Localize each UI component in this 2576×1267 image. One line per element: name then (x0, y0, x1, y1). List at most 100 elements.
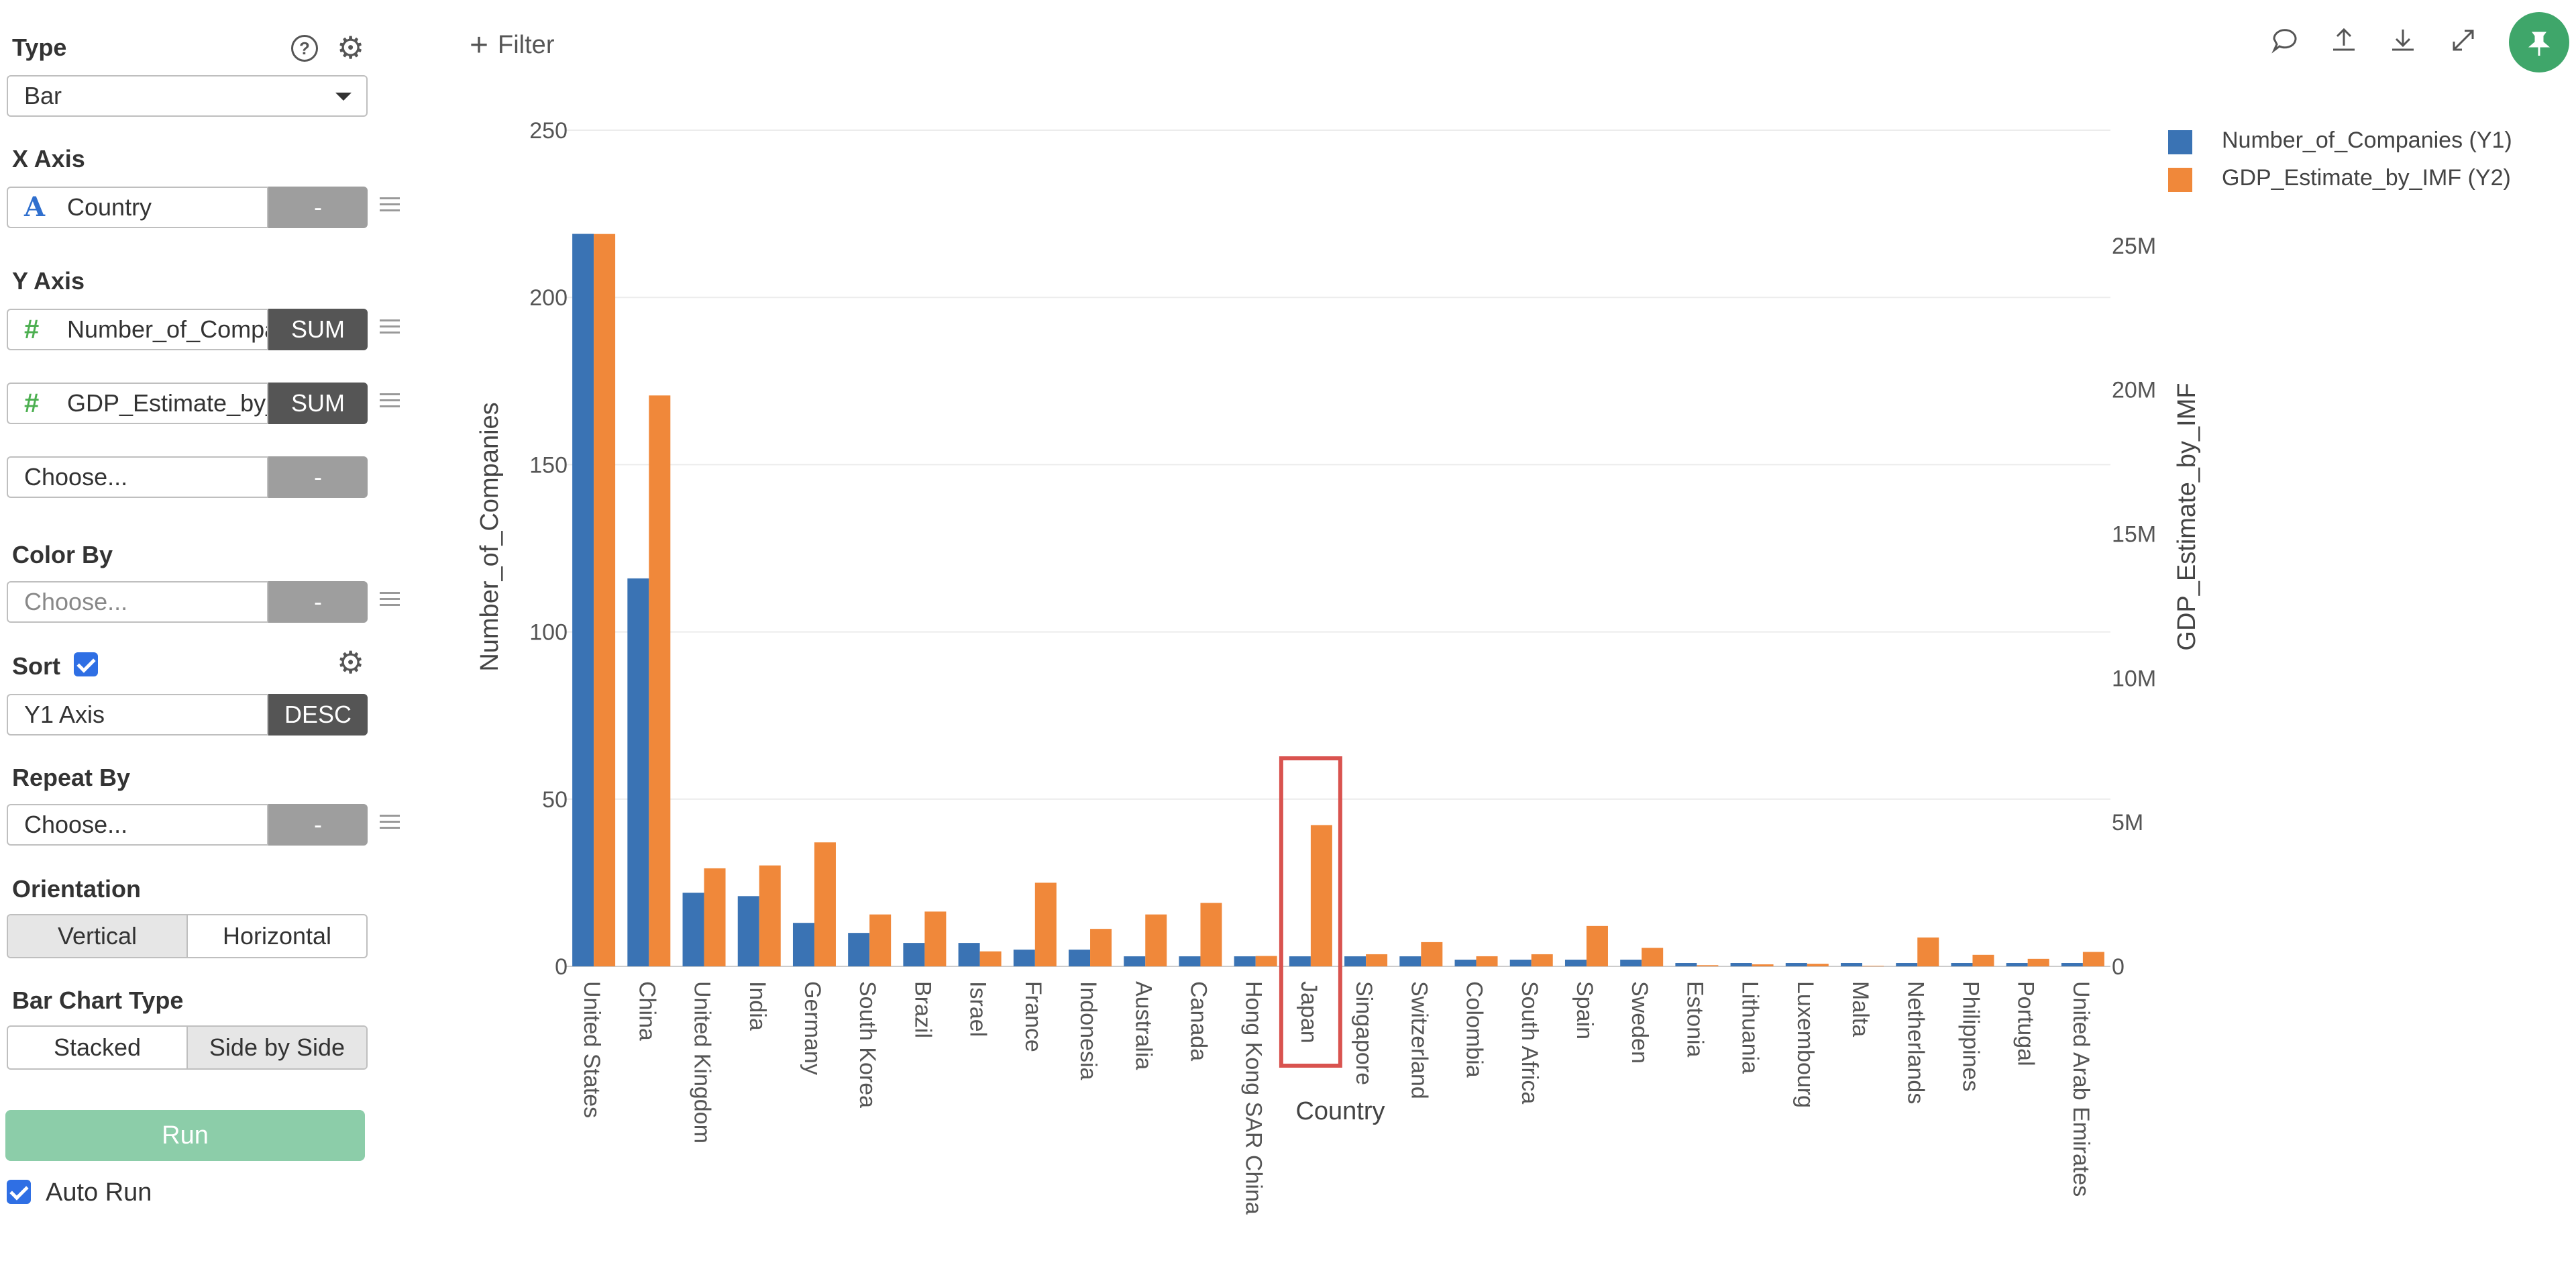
chart-type-select[interactable]: Bar (7, 75, 368, 117)
bar-y1 (1841, 963, 1863, 966)
orientation-horizontal-option[interactable]: Horizontal (186, 915, 366, 957)
orientation-vertical-option[interactable]: Vertical (8, 915, 186, 957)
bar-y2 (1917, 937, 1939, 966)
x-tick-label: Israel (965, 981, 991, 1037)
y1-axis-title: Number_of_Companies (476, 402, 504, 671)
bar-y1 (958, 943, 980, 966)
bar-y1 (1234, 956, 1256, 966)
x-tick-label: Estonia (1682, 981, 1707, 1057)
bar-y1 (1344, 956, 1366, 966)
bar-y1 (1675, 963, 1697, 966)
bar-y2 (1642, 948, 1664, 966)
repeat-by-agg-button[interactable]: - (268, 804, 368, 846)
y3-field-placeholder: Choose... (24, 463, 128, 491)
drag-handle-icon[interactable] (380, 193, 400, 215)
bar-y1 (1399, 956, 1421, 966)
repeat-by-label: Repeat By (12, 764, 131, 791)
bar-y2 (759, 865, 781, 966)
legend-label-y1: Number_of_Companies (Y1) (2222, 128, 2512, 153)
drag-handle-icon[interactable] (380, 389, 400, 411)
y2-tick-label: 20M (2112, 378, 2156, 403)
x-tick-label: Lithuania (1737, 981, 1763, 1074)
bar-y2 (1034, 882, 1057, 966)
sort-field[interactable]: Y1 Axis (7, 694, 268, 736)
y1-tick-label: 200 (529, 285, 568, 311)
bar-y1 (1069, 950, 1091, 966)
y2-agg-button[interactable]: SUM (268, 383, 368, 424)
bar-y1 (1896, 963, 1918, 966)
x-tick-label: Malta (1847, 981, 1873, 1037)
bar-type-stacked-option[interactable]: Stacked (53, 1033, 142, 1061)
y1-tick-label: 150 (529, 452, 568, 478)
x-tick-label: Colombia (1462, 981, 1487, 1078)
orientation-toggle: Vertical Horizontal (7, 914, 368, 958)
drag-handle-icon[interactable] (380, 588, 400, 610)
auto-run-label: Auto Run (46, 1178, 152, 1207)
bar-type-side-by-side-option[interactable]: Side by Side (186, 1027, 366, 1068)
bar-y1 (572, 234, 594, 966)
bar-y1 (848, 933, 870, 966)
bar-y2 (1807, 964, 1829, 966)
pin-icon[interactable] (2509, 12, 2569, 72)
y2-field[interactable]: # GDP_Estimate_by_ (7, 383, 268, 424)
x-tick-label: Spain (1572, 981, 1597, 1040)
color-by-agg-button[interactable]: - (268, 581, 368, 623)
bar-y2 (1531, 954, 1553, 966)
color-by-field[interactable]: Choose... (7, 581, 268, 623)
x-tick-label: Sweden (1627, 981, 1652, 1064)
x-tick-label: Indonesia (1075, 981, 1101, 1080)
legend-label-y2: GDP_Estimate_by_IMF (Y2) (2222, 165, 2511, 191)
y1-agg-button[interactable]: SUM (268, 309, 368, 350)
gear-icon[interactable]: ⚙ (337, 30, 365, 65)
drag-handle-icon[interactable] (380, 811, 400, 833)
upload-icon[interactable] (2329, 26, 2359, 55)
x-axis-agg-button[interactable]: - (268, 187, 368, 228)
auto-run-checkbox[interactable] (7, 1180, 31, 1204)
bar-y2 (1476, 956, 1498, 966)
run-button[interactable]: Run (5, 1110, 365, 1161)
x-tick-label: South Africa (1517, 981, 1542, 1104)
y2-tick-label: 10M (2112, 666, 2156, 691)
highlight-box (1279, 756, 1342, 1068)
text-type-icon: A (24, 191, 46, 223)
y2-axis: 0 5M 10M 15M 20M 25M (2112, 234, 2156, 980)
repeat-by-field[interactable]: Choose... (7, 804, 268, 846)
x-axis-field[interactable]: A Country (7, 187, 268, 228)
x-axis-tick-labels: United States China United Kingdom India Ger… (579, 981, 2094, 1215)
color-by-placeholder: Choose... (24, 588, 128, 615)
y2-tick-label: 25M (2112, 234, 2156, 259)
gear-icon[interactable]: ⚙ (337, 645, 365, 680)
bar-y1 (1620, 960, 1642, 966)
x-tick-label: China (634, 981, 659, 1041)
y2-tick-label: 15M (2112, 522, 2156, 548)
x-tick-label: United Arab Emirates (2068, 981, 2094, 1197)
x-tick-label: Japan (1296, 981, 1322, 1044)
y3-field[interactable]: Choose... (7, 456, 268, 498)
expand-icon[interactable] (2449, 26, 2478, 55)
y1-field-value: Number_of_Compa (67, 315, 268, 343)
sort-order-button[interactable]: DESC (268, 694, 368, 736)
bar-y2 (1145, 914, 1167, 966)
x-tick-label: India (745, 981, 770, 1031)
bar-y1 (1785, 963, 1807, 966)
bar-y2 (1366, 954, 1388, 966)
bar-y2 (1090, 929, 1112, 966)
x-tick-label: Canada (1185, 981, 1211, 1061)
bar-y1 (1951, 963, 1973, 966)
bar-y1 (627, 578, 649, 966)
y3-agg-button[interactable]: - (268, 456, 368, 498)
help-icon[interactable]: ? (291, 35, 318, 62)
drag-handle-icon[interactable] (380, 315, 400, 338)
download-icon[interactable] (2388, 26, 2418, 55)
color-by-label: Color By (12, 541, 113, 568)
y1-tick-label: 100 (529, 620, 568, 646)
bar-y2 (594, 234, 616, 966)
sort-checkbox[interactable] (74, 652, 98, 676)
filter-button[interactable]: + Filter (470, 27, 554, 64)
sort-label: Sort (12, 652, 60, 680)
comment-icon[interactable] (2270, 26, 2300, 55)
x-axis-field-value: Country (67, 193, 152, 221)
y2-axis-title: GDP_Estimate_by_IMF (2173, 383, 2201, 650)
bar-y2 (1752, 964, 1774, 966)
y1-field[interactable]: # Number_of_Compa (7, 309, 268, 350)
